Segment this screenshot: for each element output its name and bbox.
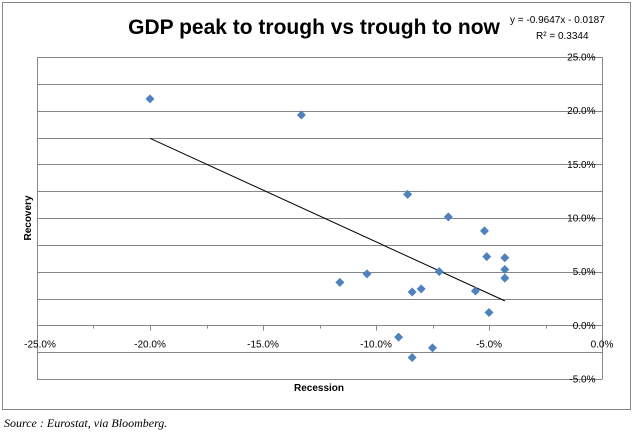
y-tick-label: 25.0%: [567, 53, 595, 64]
x-tick-label: -25.0%: [24, 340, 56, 351]
y-tick-label: -5.0%: [569, 375, 595, 386]
gridlines: [37, 57, 603, 380]
data-point: [428, 343, 437, 353]
y-tick-label: 15.0%: [567, 160, 595, 171]
tick-labels: -25.0% -20.0% -15.0% -10.0% -5.0% 0.0% 25.0% 20…: [24, 53, 613, 386]
source-note: Source : Eurostat, via Bloomberg.: [4, 416, 168, 430]
data-point: [296, 110, 306, 120]
data-point: [482, 252, 492, 262]
data-point: [500, 253, 510, 263]
data-point: [145, 94, 155, 104]
scatter-chart: -25.0% -20.0% -15.0% -10.0% -5.0% 0.0% 25.0% 20…: [23, 15, 614, 394]
data-point: [335, 277, 345, 287]
chart-frame: [2, 2, 631, 410]
data-point: [470, 286, 480, 296]
x-tick-label: -20.0%: [134, 340, 166, 351]
trendline-layer: [149, 137, 506, 302]
trendline: [149, 137, 506, 302]
y-axis-title: Recovery: [23, 195, 34, 240]
y-tick-label: 10.0%: [567, 214, 595, 225]
data-point: [484, 307, 494, 317]
data-point: [479, 226, 489, 236]
x-axis-title: Recession: [294, 383, 344, 394]
data-point: [362, 269, 372, 279]
data-point: [500, 273, 510, 283]
data-point: [416, 284, 426, 294]
x-tick-label: -10.0%: [360, 340, 392, 351]
data-point: [434, 267, 444, 277]
data-point: [443, 212, 453, 222]
data-point: [500, 265, 510, 275]
chart-title: GDP peak to trough vs trough to now: [128, 16, 500, 39]
axes: [37, 57, 603, 380]
y-tick-label: 0.0%: [573, 321, 596, 332]
x-tick-label: -15.0%: [247, 340, 279, 351]
data-point: [403, 189, 413, 199]
y-tick-label: 20.0%: [567, 106, 595, 117]
data-point: [407, 287, 417, 297]
x-tick-label: 0.0%: [591, 340, 614, 351]
x-tick-label: -5.0%: [476, 340, 502, 351]
data-point: [394, 332, 404, 342]
data-points: [145, 94, 510, 363]
data-point: [407, 353, 417, 363]
y-tick-label: 5.0%: [573, 267, 596, 278]
r-squared-label: R² = 0.3344: [536, 31, 589, 42]
trendline-equation: y = -0.9647x - 0.0187: [510, 15, 605, 26]
